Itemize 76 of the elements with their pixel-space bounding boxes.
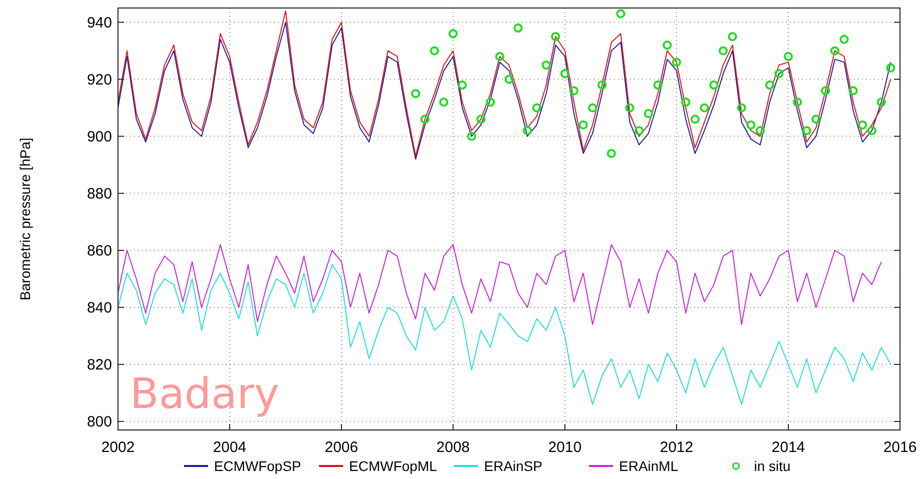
- point: [616, 9, 626, 18]
- point: [551, 32, 560, 42]
- point: [792, 98, 802, 107]
- point: [542, 60, 551, 70]
- legend-label: ECMWFopML: [349, 458, 438, 474]
- point: [802, 126, 812, 136]
- point: [848, 86, 858, 96]
- x-tick-label: 2012: [660, 439, 694, 456]
- y-tick-label: 940: [86, 14, 112, 32]
- x-tick-label: 2008: [436, 439, 470, 456]
- x-tick-label: 2010: [548, 439, 582, 456]
- point: [606, 148, 616, 158]
- y-tick-label: 880: [86, 186, 112, 203]
- point: [578, 120, 588, 130]
- point: [625, 103, 634, 112]
- y-tick-label: 820: [86, 356, 112, 374]
- point: [756, 126, 765, 136]
- y-tick-label: 920: [86, 72, 112, 89]
- point: [476, 114, 486, 124]
- point: [867, 126, 876, 136]
- point: [560, 69, 570, 78]
- point: [653, 80, 662, 90]
- point: [532, 103, 542, 112]
- point: [774, 69, 784, 78]
- point: [448, 29, 458, 38]
- point: [690, 114, 700, 124]
- point: [681, 98, 690, 107]
- point: [569, 86, 578, 96]
- point: [728, 32, 738, 42]
- y-axis-title: Barometric pressure [hPa]: [17, 138, 33, 300]
- legend-label: ECMWFopSP: [214, 458, 302, 474]
- point: [495, 52, 504, 62]
- point: [830, 46, 840, 56]
- point: [784, 52, 793, 62]
- point: [662, 40, 672, 50]
- point: [876, 98, 886, 107]
- point: [840, 34, 849, 44]
- annotation: Badary: [130, 369, 280, 418]
- x-tick-label: 2002: [101, 439, 135, 456]
- point: [598, 80, 607, 90]
- point: [718, 46, 728, 56]
- point: [644, 108, 653, 118]
- y-tick-label: 860: [86, 242, 112, 260]
- point: [411, 88, 420, 98]
- x-tick-label: 2004: [212, 439, 246, 456]
- point: [634, 126, 644, 136]
- legend-label: ERAinML: [619, 458, 678, 474]
- x-tick-label: 2006: [324, 439, 358, 456]
- point: [700, 103, 709, 112]
- point: [420, 114, 430, 124]
- legend-label: ERAinSP: [484, 458, 542, 474]
- point: [486, 98, 495, 107]
- point: [588, 103, 598, 112]
- x-tick-label: 2014: [772, 439, 806, 456]
- point: [765, 80, 774, 90]
- point: [467, 132, 476, 141]
- point: [672, 58, 682, 67]
- y-tick-label: 800: [86, 414, 112, 431]
- point: [709, 80, 718, 90]
- point: [514, 23, 523, 33]
- point: [504, 74, 514, 84]
- legend-label: in situ: [754, 458, 791, 474]
- point: [858, 120, 868, 130]
- point: [746, 120, 756, 130]
- line-series: [118, 244, 882, 325]
- x-tick-label: 2016: [883, 439, 917, 456]
- point: [820, 86, 830, 96]
- point: [458, 80, 467, 90]
- y-tick-label: 840: [86, 300, 112, 317]
- point: [430, 46, 440, 56]
- point: [736, 103, 746, 112]
- point: [886, 63, 896, 72]
- point: [439, 98, 448, 107]
- y-tick-label: 900: [86, 128, 112, 146]
- point: [522, 126, 532, 136]
- point: [811, 114, 821, 124]
